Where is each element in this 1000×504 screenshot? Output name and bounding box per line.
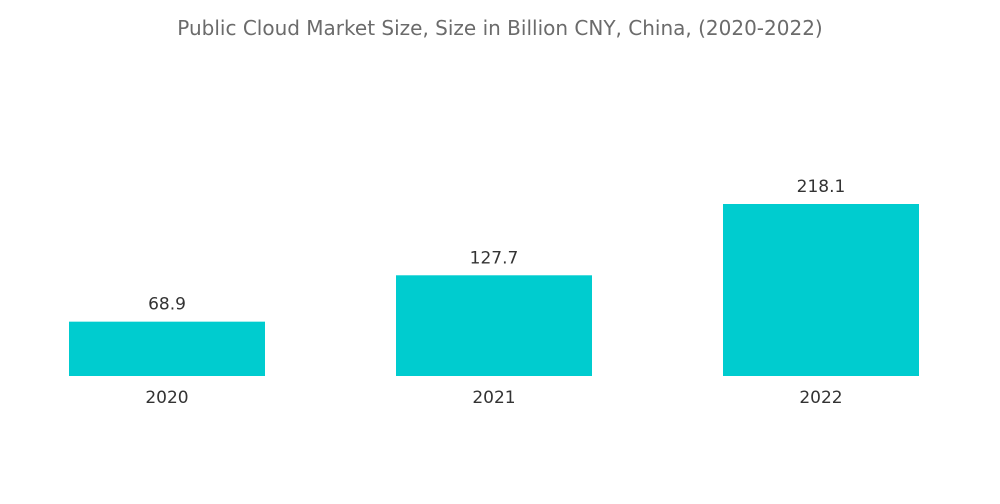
x-tick-label-2020: 2020 [145, 388, 188, 408]
x-tick-label-2022: 2022 [799, 388, 842, 408]
x-axis-ticks-group: 2020 2021 2022 [145, 388, 842, 408]
value-labels-group: 68.9 127.7 218.1 [148, 177, 845, 315]
bar-2021 [396, 275, 592, 376]
bar-2020 [69, 321, 265, 376]
bars-group [69, 204, 919, 376]
value-label-2021: 127.7 [470, 248, 519, 268]
bar-2022 [723, 204, 919, 376]
value-label-2020: 68.9 [148, 295, 186, 315]
x-tick-label-2021: 2021 [472, 388, 515, 408]
chart-title: Public Cloud Market Size, Size in Billio… [177, 16, 823, 40]
value-label-2022: 218.1 [797, 177, 846, 197]
